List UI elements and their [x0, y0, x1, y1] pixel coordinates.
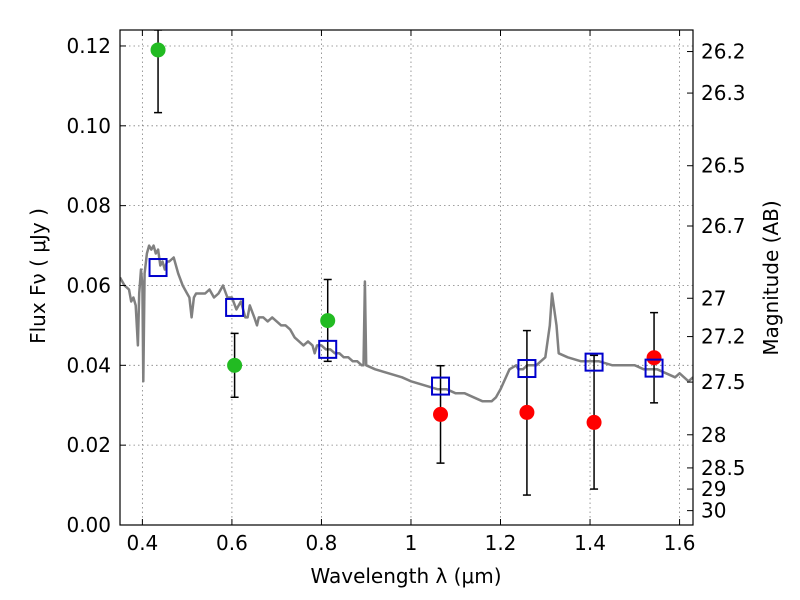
photometry-point: [586, 414, 602, 430]
right-tick-label: 26.3: [701, 81, 746, 105]
right-tick-label: 26.5: [701, 154, 746, 178]
photometry-point: [433, 406, 449, 422]
y-tick-label: 0.10: [66, 114, 111, 138]
model-square-point: [148, 258, 168, 278]
x-tick-label: 1.4: [574, 531, 606, 555]
plot-frame: [119, 29, 694, 526]
right-tick-label: 26.2: [701, 40, 746, 64]
x-tick-label: 0.4: [126, 531, 158, 555]
model-spectrum-line: [120, 244, 693, 403]
y-axis-right-label: Magnitude (AB): [759, 200, 783, 355]
right-tick-label: 28.5: [701, 456, 746, 480]
y-axis-label: Flux Fν ( μJy ): [26, 208, 50, 344]
right-tick-label: 27.2: [701, 325, 746, 349]
model-spectrum-layer: [120, 244, 693, 403]
y-tick-label: 0.04: [66, 353, 111, 377]
photometry-point: [646, 350, 662, 366]
model-square-point: [517, 359, 537, 379]
right-tick-label: 30: [701, 499, 726, 523]
x-tick-label: 1: [405, 531, 418, 555]
right-tick-label: 27.5: [701, 370, 746, 394]
markers-layer: [148, 42, 664, 430]
right-tick-label: 26.7: [701, 214, 746, 238]
x-tick-label: 0.8: [306, 531, 338, 555]
model-square-point: [225, 297, 245, 317]
y-tick-label: 0.12: [66, 34, 111, 58]
photometry-point: [320, 313, 336, 329]
y-tick-label: 0.02: [66, 433, 111, 457]
right-tick-label: 27: [701, 286, 726, 310]
grid-lines: [120, 30, 693, 526]
model-square-point: [644, 358, 664, 378]
model-square-point: [584, 352, 604, 372]
y-axis-left: 0.00 0.02 0.04 0.06 0.08 0.10 0.12: [66, 34, 126, 537]
error-bars-layer: [154, 30, 659, 496]
photometry-point: [227, 357, 243, 373]
x-axis-label: Wavelength λ (μm): [310, 564, 501, 588]
x-tick-label: 0.6: [216, 531, 248, 555]
x-tick-label: 1.2: [485, 531, 517, 555]
right-tick-label: 29: [701, 477, 726, 501]
x-tick-label: 1.6: [664, 531, 696, 555]
y-tick-label: 0.08: [66, 194, 111, 218]
x-axis: 0.4 0.6 0.8 1 1.2 1.4 1.6: [126, 30, 695, 555]
y-tick-label: 0.00: [66, 513, 111, 537]
photometry-point: [150, 42, 166, 58]
photometry-point: [519, 404, 535, 420]
model-square-point: [431, 376, 451, 396]
y-tick-label: 0.06: [66, 273, 111, 297]
right-tick-label: 28: [701, 423, 726, 447]
model-square-point: [318, 339, 338, 359]
